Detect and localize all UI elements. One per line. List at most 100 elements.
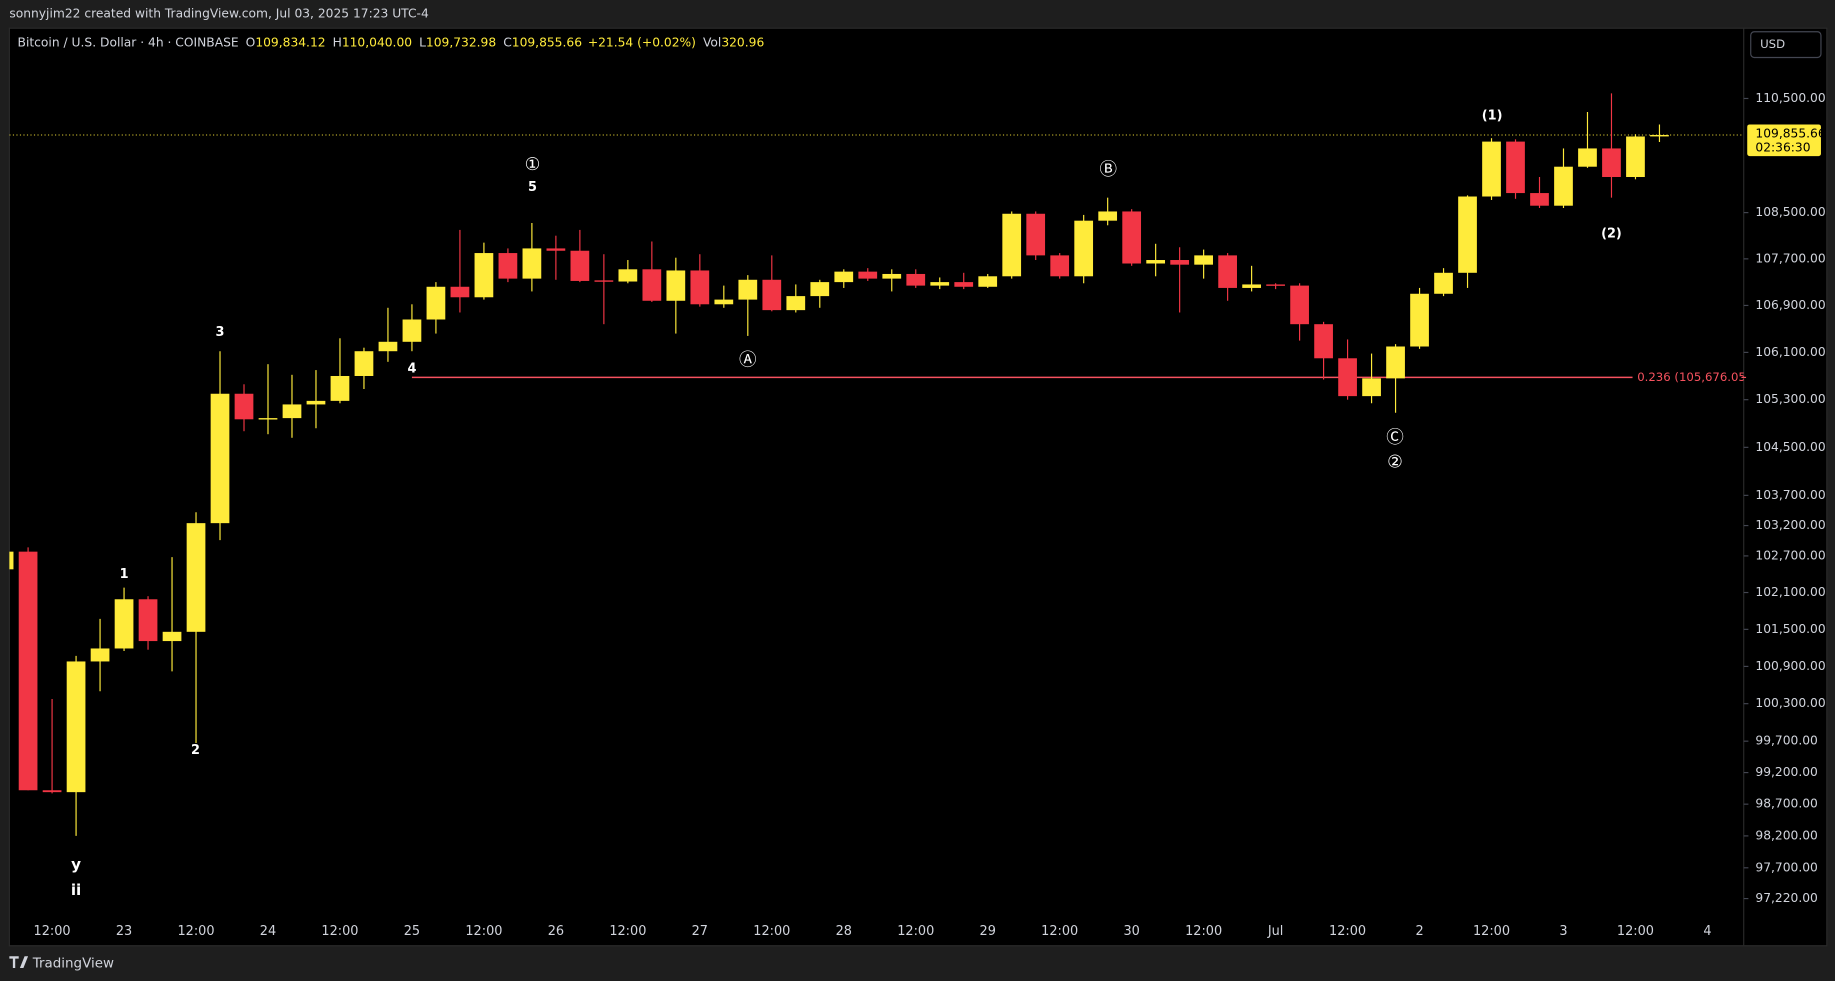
wave-label: 1 xyxy=(120,567,129,582)
candle-body xyxy=(1122,211,1142,264)
legend-value: 320.96 xyxy=(721,35,764,49)
x-tick-label: 26 xyxy=(548,924,564,939)
y-tick-label: 106,900.00 xyxy=(1755,298,1825,312)
candle-body xyxy=(978,276,998,287)
candle-body xyxy=(1026,213,1046,256)
x-tick-label: 24 xyxy=(260,924,276,939)
countdown-label: 02:36:30 xyxy=(1755,140,1810,154)
legend-prefix: L xyxy=(419,35,426,49)
candle-body xyxy=(1650,135,1669,137)
wave-label: 3 xyxy=(216,325,225,340)
candle-body xyxy=(1434,272,1453,294)
candle-body xyxy=(1242,284,1261,288)
wave-label: 5 xyxy=(528,180,537,195)
candle-body xyxy=(594,280,614,282)
y-tick-label: 99,700.00 xyxy=(1755,734,1817,748)
legend-prefix: C xyxy=(503,35,512,49)
plot: 0.236 (105,676.05) xyxy=(9,93,1750,836)
candle-body xyxy=(42,790,62,793)
wave-label: y xyxy=(71,855,81,873)
wave-label: Ⓒ xyxy=(1386,428,1404,448)
candle-body xyxy=(9,551,14,570)
candle-body xyxy=(402,319,422,342)
y-tick-label: 99,200.00 xyxy=(1755,765,1817,779)
legend-prefix: O xyxy=(246,35,256,49)
x-tick-label: 12:00 xyxy=(321,924,358,939)
currency-button[interactable] xyxy=(1750,31,1822,59)
candle-body xyxy=(1410,293,1429,347)
candle-body xyxy=(786,296,806,311)
y-tick-label: 108,500.00 xyxy=(1755,205,1825,219)
y-tick-label: 97,220.00 xyxy=(1755,891,1817,905)
candle-body xyxy=(834,271,854,283)
fib-label: 0.236 (105,676.05) xyxy=(1637,370,1750,384)
x-tick-label: 12:00 xyxy=(609,924,646,939)
candle-body xyxy=(1506,141,1525,194)
wave-label: (1) xyxy=(1482,109,1503,124)
legend-value: 109,855.66 xyxy=(512,35,582,49)
candle-body xyxy=(1362,378,1381,397)
candle-body xyxy=(666,270,686,301)
legend-value: 109,834.12 xyxy=(255,35,325,49)
legend-value: +21.54 (+0.02%) xyxy=(588,35,696,49)
candle-body xyxy=(1602,148,1621,178)
wave-label: ① xyxy=(525,155,541,175)
legend-symbol: Bitcoin / U.S. Dollar · 4h · COINBASE xyxy=(18,35,239,49)
x-tick-label: 12:00 xyxy=(34,924,71,939)
y-tick-label: 98,700.00 xyxy=(1755,797,1817,811)
candle-body xyxy=(186,523,206,632)
candle-body xyxy=(1050,255,1070,277)
candle-body xyxy=(906,273,926,286)
candle-body xyxy=(66,661,86,793)
legend-prefix: Vol xyxy=(703,35,721,49)
y-tick-label: 105,300.00 xyxy=(1755,392,1825,406)
candle-body xyxy=(354,351,374,376)
candle-body xyxy=(306,400,326,405)
last-price-tag xyxy=(1747,124,1821,157)
candle-body xyxy=(210,393,230,524)
candle-body xyxy=(1458,196,1477,273)
x-tick-label: 2 xyxy=(1415,924,1423,939)
candle-body xyxy=(162,631,182,642)
x-tick-label: 12:00 xyxy=(753,924,790,939)
candle-body xyxy=(858,271,878,279)
wave-label: ② xyxy=(1387,452,1403,472)
y-tick-label: 101,500.00 xyxy=(1755,622,1825,636)
currency-label[interactable]: USD xyxy=(1760,37,1785,51)
candle-body xyxy=(1314,324,1333,359)
candle-body xyxy=(1554,166,1573,206)
y-tick-label: 104,500.00 xyxy=(1755,440,1825,454)
candle-body xyxy=(738,279,758,300)
wave-label: Ⓐ xyxy=(739,351,757,371)
candle-body xyxy=(1002,213,1022,277)
y-tick-label: 106,100.00 xyxy=(1755,345,1825,359)
candle-body xyxy=(642,269,662,301)
x-tick-label: 27 xyxy=(692,924,708,939)
candle-body xyxy=(1578,148,1597,167)
x-tick-label: 12:00 xyxy=(1329,924,1366,939)
candle-body xyxy=(1146,260,1166,264)
candle-body xyxy=(930,282,950,286)
candle-body xyxy=(114,599,134,649)
candle-body xyxy=(330,375,350,401)
y-tick-label: 107,700.00 xyxy=(1755,251,1825,265)
candle-body xyxy=(1626,136,1645,178)
wave-label: ii xyxy=(71,881,81,899)
candle-body xyxy=(450,286,470,298)
footer-logo xyxy=(9,956,29,968)
candle-body xyxy=(882,273,902,279)
candle-body xyxy=(1482,141,1501,197)
legend-value: 110,040.00 xyxy=(342,35,412,49)
candle-body xyxy=(426,286,446,320)
candle-body xyxy=(498,253,518,279)
x-tick-label: 23 xyxy=(116,924,132,939)
x-tick-label: 12:00 xyxy=(897,924,934,939)
y-tick-label: 97,700.00 xyxy=(1755,860,1817,874)
header-text: sonnyjim22 created with TradingView.com,… xyxy=(9,7,429,21)
legend-value: 109,732.98 xyxy=(426,35,496,49)
y-tick-label: 102,700.00 xyxy=(1755,548,1825,562)
candle-body xyxy=(1266,284,1285,286)
candle-body xyxy=(690,270,710,305)
